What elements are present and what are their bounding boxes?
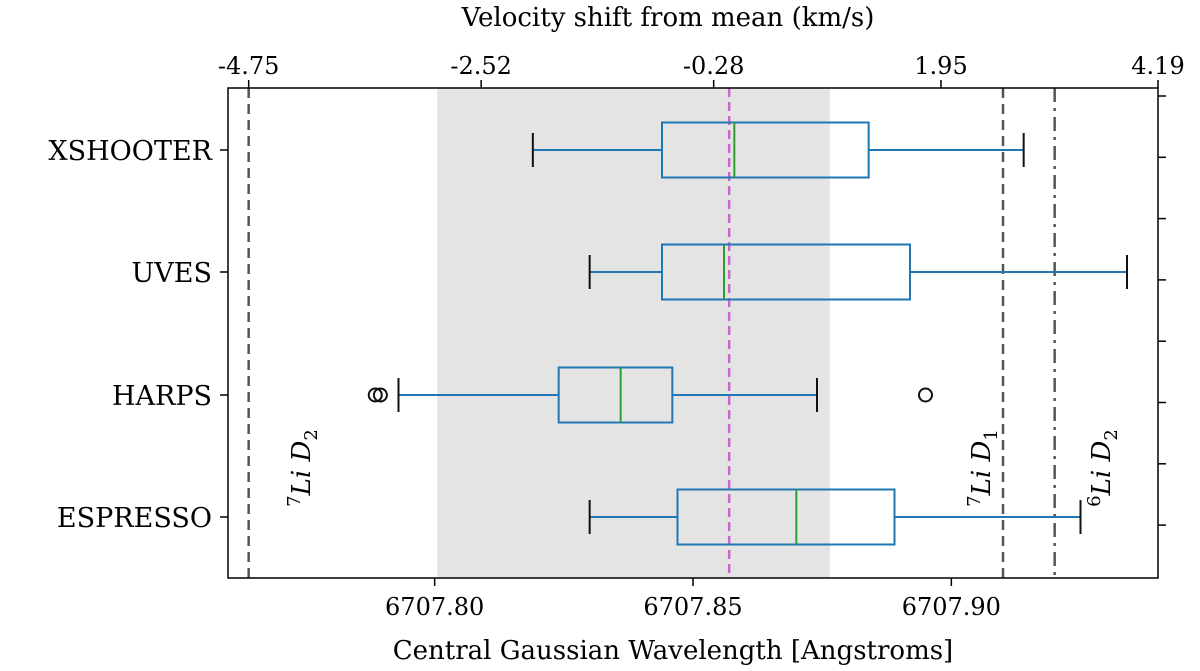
reference-label-3: 6Li D2 (1084, 429, 1122, 507)
isotope-superscript: 7 (964, 495, 985, 506)
box-iqr (557, 366, 674, 424)
bottom-tick-label: 6707.85 (643, 593, 742, 621)
reference-label-1: 7Li D2 (284, 429, 322, 507)
top-axis-title: Velocity shift from mean (km/s) (461, 3, 875, 33)
box-group-harps (367, 366, 933, 424)
top-tick-label: 4.19 (1131, 52, 1184, 80)
box-group-uves (588, 243, 1128, 301)
outlier-point (918, 387, 933, 403)
category-label: HARPS (112, 381, 212, 412)
box-iqr (676, 488, 896, 546)
reference-label-2: 7Li D1 (964, 429, 1002, 507)
top-tick-label: -4.75 (218, 52, 280, 80)
box-group-xshooter (531, 121, 1025, 179)
top-tick-label: -0.28 (683, 52, 745, 80)
shaded-region (437, 88, 830, 578)
line-subscript: 1 (981, 429, 1002, 440)
category-label: UVES (132, 258, 212, 289)
top-tick-label: -2.52 (450, 52, 512, 80)
top-tick-label: 1.95 (914, 52, 967, 80)
box-group-espresso (588, 488, 1082, 546)
line-subscript: 2 (1101, 429, 1122, 440)
category-label: ESPRESSO (57, 503, 212, 534)
line-name: Li D (287, 441, 317, 497)
bottom-tick-label: 6707.80 (385, 593, 484, 621)
bottom-tick-label: 6707.90 (902, 593, 1001, 621)
line-name: Li D (967, 441, 997, 497)
outlier-point (372, 387, 388, 403)
line-subscript: 2 (301, 429, 322, 440)
box-iqr (661, 243, 911, 301)
isotope-superscript: 6 (1084, 495, 1105, 506)
line-name: Li D (1087, 441, 1117, 497)
category-label: XSHOOTER (48, 136, 212, 167)
outlier-point (367, 387, 383, 403)
isotope-superscript: 7 (284, 495, 305, 506)
x-axis-title: Central Gaussian Wavelength [Angstroms] (393, 636, 953, 666)
box-iqr (661, 121, 870, 179)
